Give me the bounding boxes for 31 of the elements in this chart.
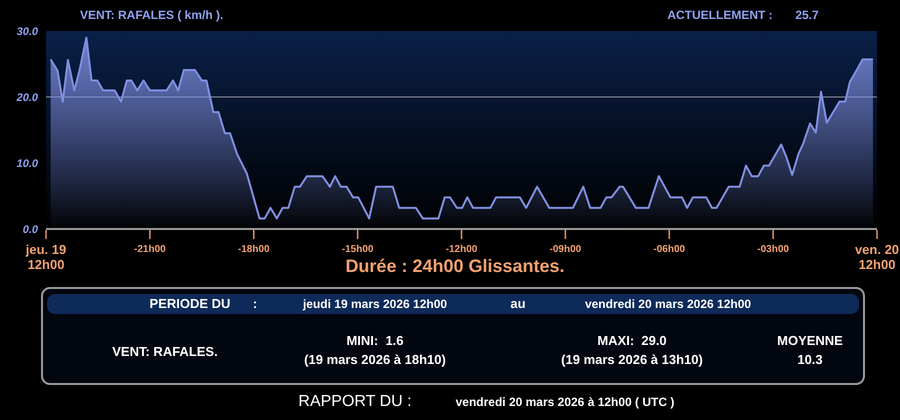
y-tick-label: 0.0 bbox=[22, 224, 39, 236]
text: vendredi 20 mars 2026 à 12h00 ( UTC ) bbox=[456, 395, 674, 409]
text: 25.7 bbox=[795, 8, 819, 22]
text: : bbox=[252, 296, 258, 311]
x-tick-label: -03h00 bbox=[757, 244, 790, 255]
y-tick-label: 30.0 bbox=[16, 26, 39, 38]
x-tick-label: jeu. 19 12h00 bbox=[24, 242, 66, 272]
y-tick-label: 20.0 bbox=[16, 92, 39, 104]
x-tick-label: ven. 20 12h00 bbox=[854, 242, 900, 272]
chart-title: VENT: RAFALES ( km/h ). bbox=[80, 8, 224, 22]
x-tick-label: -15h00 bbox=[342, 244, 374, 255]
x-tick-label: -09h00 bbox=[550, 244, 582, 255]
text: jeudi 19 mars 2026 12h00 bbox=[302, 297, 448, 311]
text: Durée : 24h00 Glissantes. bbox=[345, 256, 565, 276]
text: PERIODE DU bbox=[150, 296, 230, 311]
x-tick-label: -21h00 bbox=[134, 244, 166, 255]
text: RAPPORT DU : bbox=[298, 393, 412, 410]
text: MAXI: 29.0 bbox=[597, 333, 667, 348]
text: MINI: 1.6 bbox=[346, 333, 404, 348]
text: (19 mars 2026 à 13h10) bbox=[561, 352, 703, 367]
x-tick-label: -06h00 bbox=[653, 244, 686, 255]
x-tick-label: -12h00 bbox=[446, 244, 478, 255]
x-tick-label: -18h00 bbox=[238, 244, 270, 255]
text: ACTUELLEMENT : bbox=[667, 8, 773, 22]
text: VENT: RAFALES. bbox=[112, 344, 218, 359]
text: vendredi 20 mars 2026 12h00 bbox=[584, 297, 752, 311]
y-tick-label: 10.0 bbox=[16, 158, 39, 170]
text: (19 mars 2026 à 18h10) bbox=[304, 352, 446, 367]
text: MOYENNE bbox=[777, 333, 844, 348]
text: 10.3 bbox=[797, 352, 823, 367]
text: au bbox=[510, 296, 526, 311]
